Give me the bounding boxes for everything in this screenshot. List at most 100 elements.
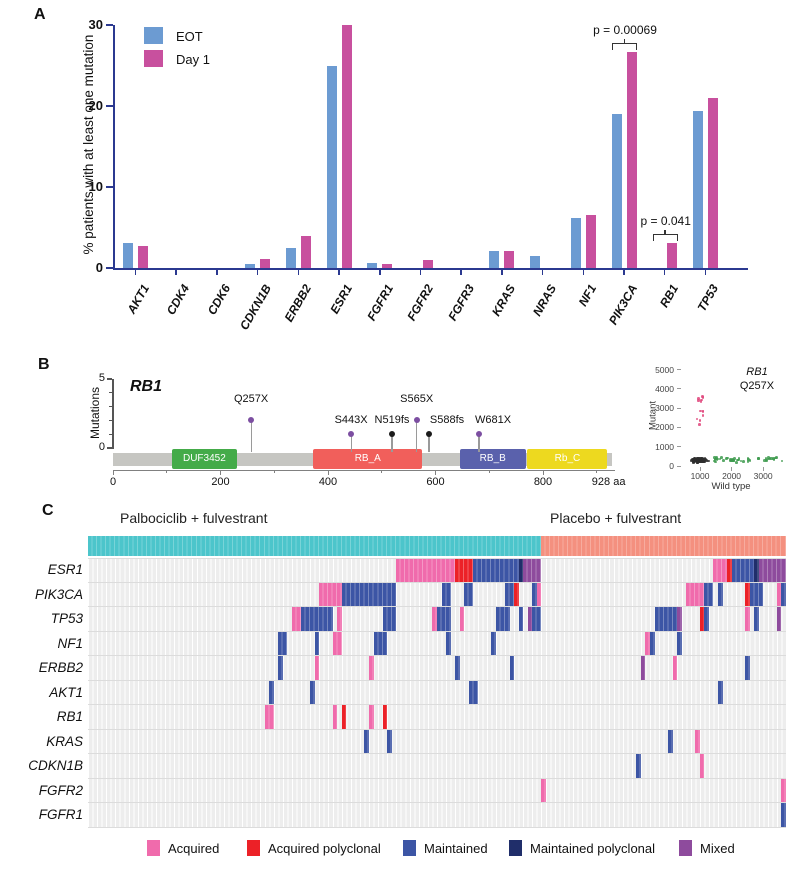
scatter-y-tick-0 xyxy=(677,465,681,467)
pvalue-bracket-PIK3CA xyxy=(612,42,638,50)
onco-row-AKT1 xyxy=(88,680,786,705)
mutation-label-Q257X: Q257X xyxy=(234,393,269,406)
panel-a-x-axis-line xyxy=(113,268,748,270)
cell-ESR1-8-MP xyxy=(754,558,759,582)
bar-Day1-ERBB2 xyxy=(300,235,311,268)
panel-a-y-tick-30 xyxy=(106,24,113,26)
cell-ERBB2-3-M xyxy=(455,656,460,680)
panel-a-y-tick-label-0: 0 xyxy=(95,260,103,275)
scatter-point-green-cluster xyxy=(764,457,768,460)
scatter-point-green-cluster xyxy=(739,459,743,463)
panel-a-x-tick-ERBB2 xyxy=(297,270,300,275)
bar-Day1-PIK3CA xyxy=(626,51,637,268)
cell-TP53-15-A xyxy=(745,607,750,631)
panel-b-x-minor-tick-500 xyxy=(381,470,383,473)
cell-TP53-3-M xyxy=(382,607,397,631)
panel-a-x-tick-CDK6 xyxy=(216,270,218,275)
pvalue-bracket-RB1 xyxy=(652,233,678,241)
lollipop-dot-S565X xyxy=(413,417,420,424)
scatter-point-wild-type-cluster xyxy=(694,458,698,461)
legend-label-acquired-polyclonal: Acquired polyclonal xyxy=(268,841,381,856)
cell-AKT1-0-M xyxy=(269,680,274,704)
cell-TP53-7-M xyxy=(495,607,510,631)
scatter-y-tick-5000 xyxy=(677,369,681,370)
domain-Rb_C: Rb_C xyxy=(527,449,608,469)
scatter-y-tick-3000 xyxy=(677,407,681,409)
panel-a-x-tick-RB1 xyxy=(663,270,666,275)
cell-ESR1-1-AP xyxy=(455,558,474,582)
cell-NF1-7-M xyxy=(650,631,655,655)
cell-NF1-0-M xyxy=(278,631,288,655)
cell-ERBB2-2-A xyxy=(369,656,374,680)
lollipop-dot-S443X xyxy=(348,431,355,438)
bar-Day1-FGFR1 xyxy=(382,263,393,268)
cell-NF1-2-A xyxy=(332,631,342,655)
cell-ESR1-4-X xyxy=(523,558,542,582)
onco-row-CDKN1B xyxy=(88,754,786,779)
cell-TP53-9-X xyxy=(527,607,533,631)
bar-Day1-KRAS xyxy=(504,250,515,268)
scatter-point-green-cluster xyxy=(732,459,736,462)
cell-TP53-11-M xyxy=(654,607,678,631)
cell-TP53-2-A xyxy=(337,607,342,631)
panel-a-x-tick-ESR1 xyxy=(338,270,340,275)
legend-swatch-eot xyxy=(144,27,163,44)
panel-a-y-tick-label-10: 10 xyxy=(88,179,103,194)
cell-PIK3CA-2-M xyxy=(441,582,451,606)
panel-b-y-tick-2 xyxy=(109,419,112,421)
lollipop-stem-S588fs xyxy=(428,434,430,453)
scatter-title-gene: RB1 xyxy=(746,366,768,378)
onco-row-KRAS xyxy=(88,729,786,754)
cell-TP53-12-X xyxy=(677,607,682,631)
panel-a-x-tick-CDK4 xyxy=(175,270,177,275)
cell-RB1-1-A xyxy=(332,705,338,729)
scatter-point-mutant-cluster xyxy=(699,400,703,403)
cell-KRAS-3-A xyxy=(695,729,700,753)
lollipop-stem-N519fs xyxy=(391,434,393,453)
panel-a-x-tick-CDKN1B xyxy=(256,270,259,275)
cell-ERBB2-5-X xyxy=(640,656,646,680)
lollipop-stem-Q257X xyxy=(250,420,252,453)
row-label-CDKN1B: CDKN1B xyxy=(28,758,83,773)
cell-KRAS-0-M xyxy=(364,729,369,753)
cell-PIK3CA-13-A xyxy=(776,582,782,606)
scatter-title-mutation: Q257X xyxy=(739,380,775,392)
cell-PIK3CA-3-M xyxy=(464,582,474,606)
scatter-point-wild-type-cluster xyxy=(694,459,697,463)
scatter-point-mutant-cluster xyxy=(697,399,700,402)
scatter-point-green-cluster xyxy=(746,458,750,461)
scatter-y-tick-2000 xyxy=(677,426,681,428)
cell-PIK3CA-0-A xyxy=(319,582,342,606)
cell-PIK3CA-1-M xyxy=(341,582,397,606)
panel-a-x-tick-FGFR2 xyxy=(419,270,422,275)
legend-label-mixed: Mixed xyxy=(700,841,735,856)
bar-EOT-FGFR1 xyxy=(367,263,378,268)
scatter-x-tick-label-3000: 3000 xyxy=(753,471,773,481)
cell-PIK3CA-8-A xyxy=(686,582,705,606)
cell-PIK3CA-6-M xyxy=(532,582,537,606)
scatter-point-green-cluster xyxy=(736,458,739,462)
panel-b-x-tick-600 xyxy=(435,470,436,475)
row-label-TP53: TP53 xyxy=(50,611,83,626)
scatter-y-tick-label-1000: 1000 xyxy=(655,441,674,452)
lollipop-dot-S588fs xyxy=(426,431,433,438)
row-label-ERBB2: ERBB2 xyxy=(38,660,83,675)
panel-b-x-tick-label-800: 800 xyxy=(533,476,553,488)
cell-KRAS-1-M xyxy=(387,729,392,753)
scatter-x-tick-3000 xyxy=(762,467,764,471)
bar-Day1-FGFR2 xyxy=(422,259,433,268)
bar-EOT-NRAS xyxy=(530,255,541,268)
cell-PIK3CA-11-AP xyxy=(745,582,750,606)
cell-PIK3CA-9-M xyxy=(704,582,714,606)
scatter-x-tick-label-2000: 2000 xyxy=(722,471,742,481)
panel-a-label: A xyxy=(34,6,46,23)
scatter-point-green-cluster xyxy=(733,457,736,460)
scatter-point-wild-type-cluster xyxy=(696,460,699,464)
cell-AKT1-3-M xyxy=(718,680,723,704)
scatter-y-tick-1000 xyxy=(677,446,681,448)
scatter-point-green-cluster xyxy=(737,457,741,460)
panel-b-y-tick-3 xyxy=(109,406,112,408)
panel-b-x-end-label: 928 aa xyxy=(591,476,626,488)
mutation-label-W681X: W681X xyxy=(474,414,512,427)
